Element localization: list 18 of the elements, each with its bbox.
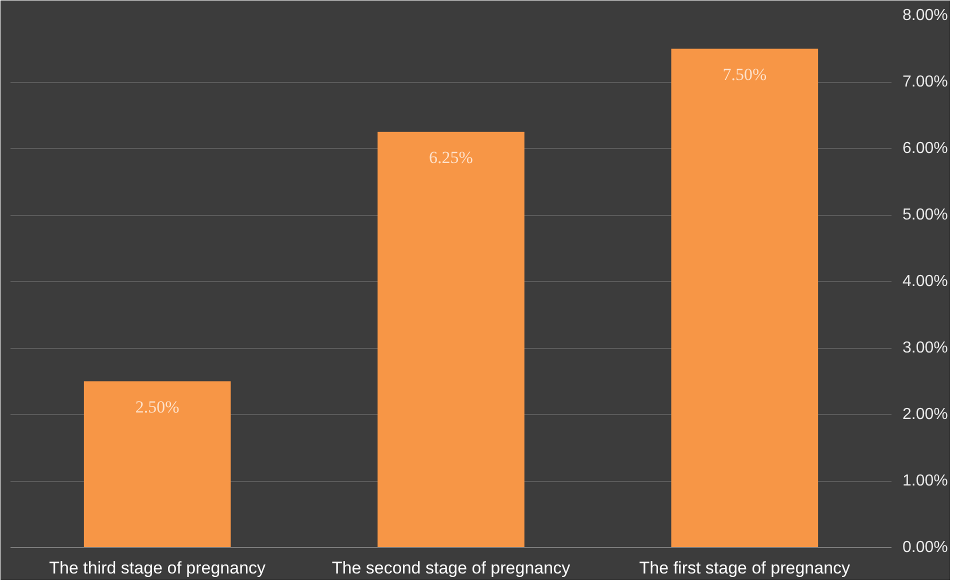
x-tick-label: The first stage of pregnancy <box>639 558 851 578</box>
y-tick-label: 3.00% <box>902 340 948 356</box>
y-tick-label: 6.00% <box>902 140 948 157</box>
x-tick-label: The third stage of pregnancy <box>49 558 266 578</box>
bar <box>378 132 524 548</box>
y-tick-label: 7.00% <box>902 74 948 90</box>
y-tick-label: 0.00% <box>902 539 948 556</box>
y-tick-label: 5.00% <box>902 206 948 224</box>
data-label: 2.50% <box>135 397 180 416</box>
y-tick-label: 1.00% <box>902 472 948 490</box>
y-tick-label: 4.00% <box>902 273 948 290</box>
bar <box>671 48 818 548</box>
y-tick-label: 8.00% <box>902 7 948 24</box>
data-label: 7.50% <box>722 64 767 84</box>
data-label: 6.25% <box>429 148 473 167</box>
bar <box>84 381 231 548</box>
y-tick-label: 2.00% <box>902 406 948 423</box>
x-tick-label: The second stage of pregnancy <box>332 558 571 578</box>
